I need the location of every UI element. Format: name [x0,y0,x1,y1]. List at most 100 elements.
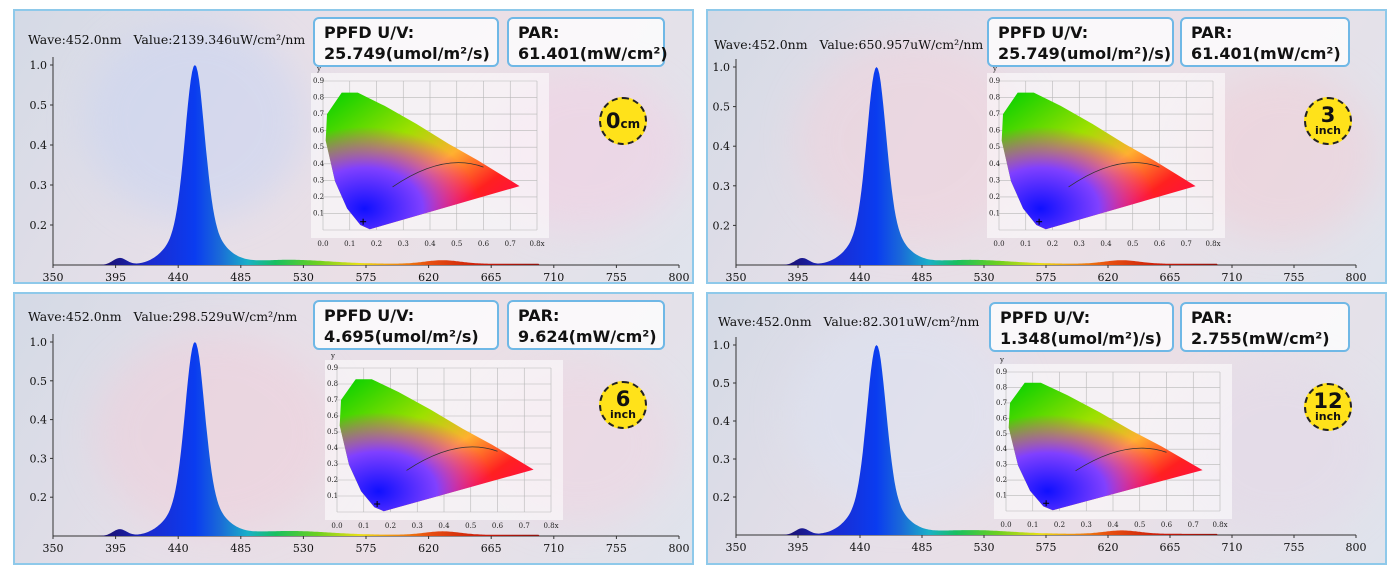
y-tick-label: 0.5 [30,99,48,112]
distance-number: 12 [1313,389,1343,413]
cie-x-tick-label: 0.4 [1100,240,1112,248]
cie-y-tick-label: 0.6 [313,127,325,135]
cie-y-tick-label: 0.5 [313,143,324,151]
spectrum-area [53,65,679,265]
y-tick-label: 0.2 [30,219,48,232]
cie-x-tick-label: 0.5 [1127,240,1138,248]
cie-x-tick-label: 0.4 [424,240,436,248]
cie-y-tick-label: 0.6 [327,412,339,420]
cie-x-tick-label: 0.8x [1212,521,1227,529]
cie-y-tick-label: 0.7 [989,110,1000,118]
cie-x-tick-label: 0.6 [492,522,504,530]
par-value: 61.401(mW/cm²) [518,44,668,63]
y-tick-label: 0.5 [30,375,48,388]
x-tick-label: 485 [230,542,251,555]
cie-y-tick-label: 0.6 [996,414,1008,422]
x-tick-label: 395 [788,271,809,284]
cie-x-tick-label: 0.5 [465,522,476,530]
planckian-locus [406,446,498,471]
distance-unit: inch [1315,124,1341,137]
spectrum-area [736,345,1356,535]
cie-x-tick-label: 0.8x [529,240,544,248]
y-tick-label: 0.3 [713,180,731,193]
x-tick-label: 530 [293,542,314,555]
cie-x-tick-label: 0.8x [543,522,558,530]
cie-diagram: 0.0 0.1 0.2 0.3 0.4 0.5 0.6 0.7 0.8x 0.9 0.8 0.7 0.6… [311,65,549,248]
distance-unit: cm [620,116,641,131]
cie-y-tick-label: 0.9 [989,77,1000,85]
x-tick-label: 710 [543,271,564,284]
x-tick-label: 620 [1098,271,1119,284]
cie-y-tick-label: 0.8 [313,94,324,102]
cie-x-tick-label: 0.5 [1134,521,1145,529]
distance-badge: 0 cm [599,97,647,145]
spectrum-area [736,67,1356,265]
cie-x-tick-label: 0.5 [451,240,462,248]
planckian-locus [392,162,484,188]
cie-y-tick-label: 0.9 [313,77,324,85]
y-tick-label: 0.2 [713,219,731,232]
y-tick-label: 1.0 [30,59,48,72]
x-tick-label: 350 [43,271,64,284]
cie-x-tick-label: 0.2 [1047,240,1058,248]
x-tick-label: 530 [974,541,995,554]
cie-x-tick-label: 0.2 [1054,521,1065,529]
cie-x-tick-label: 0.2 [385,522,396,530]
cie-x-tick-label: 0.7 [505,240,516,248]
cie-y-tick-label: 0.3 [989,176,1000,184]
cie-x-tick-label: 0.6 [1161,521,1173,529]
cie-x-tick-label: 0.3 [398,240,409,248]
distance-unit: inch [1315,410,1341,423]
spectrum-chart: 350 395 440 485 530 575 620 665 710 755 8001.00.50… [30,334,690,555]
x-tick-label: 755 [1284,541,1305,554]
x-tick-label: 485 [912,541,933,554]
cie-y-tick-label: 0.2 [989,193,1000,201]
x-tick-label: 440 [850,271,871,284]
x-tick-label: 530 [974,271,995,284]
cie-y-tick-label: 0.1 [996,492,1007,500]
x-tick-label: 350 [43,542,64,555]
y-tick-label: 1.0 [713,339,731,352]
cie-x-tick-label: 0.0 [993,240,1004,248]
cie-y-tick-label: 0.9 [327,364,338,372]
cie-y-tick-label: 0.2 [327,476,338,484]
cie-gamut-blue [339,379,534,512]
x-tick-label: 395 [788,541,809,554]
cie-diagram: 0.0 0.1 0.2 0.3 0.4 0.5 0.6 0.7 0.8x 0.9 0.8 0.7 0.6… [994,356,1232,529]
x-tick-label: 620 [418,542,439,555]
x-tick-label: 755 [606,271,627,284]
x-tick-label: 665 [1160,271,1181,284]
x-tick-label: 485 [230,271,251,284]
wave-value: Wave:452.0nm [718,314,812,329]
ppfd-value: 25.749(umol/m²)/s) [998,44,1172,63]
cie-x-tick-label: 0.3 [1081,521,1092,529]
x-tick-label: 800 [669,542,690,555]
ppfd-label: PPFD U/V: [1000,308,1091,327]
x-tick-label: 440 [168,542,189,555]
x-tick-label: 575 [1036,541,1057,554]
x-tick-label: 665 [481,542,502,555]
cie-y-tick-label: 0.4 [989,160,1001,168]
cie-y-tick-label: 0.4 [313,160,325,168]
cie-y-tick-label: 0.7 [996,399,1007,407]
cie-x-tick-label: 0.6 [1154,240,1166,248]
cie-y-tick-label: 0.1 [313,209,324,217]
cie-x-tick-label: 0.0 [331,522,342,530]
cie-y-tick-label: 0.5 [989,143,1000,151]
cie-y-tick-label: 0.1 [989,209,1000,217]
cie-y-tick-label: 0.6 [989,127,1001,135]
x-tick-label: 710 [543,542,564,555]
wave-readout: Wave:452.0nm Value:82.301uW/cm²/nm [718,314,979,329]
ppfd-label: PPFD U/V: [998,23,1089,42]
cie-diagram: 0.0 0.1 0.2 0.3 0.4 0.5 0.6 0.7 0.8x 0.9 0.8 0.7 0.6… [987,65,1225,248]
x-tick-label: 350 [726,271,747,284]
cie-y-tick-label: 0.5 [996,430,1007,438]
par-label: PAR: [1191,308,1233,327]
par-label: PAR: [518,306,560,325]
spectrum-panel: Wave:452.0nm Value:82.301uW/cm²/nm PPFD … [706,292,1387,565]
par-box: PAR: 9.624(mW/cm²) [507,300,665,350]
wave-readout: Wave:452.0nm Value:650.957uW/cm²/nm [714,37,983,52]
x-tick-label: 395 [105,542,126,555]
spectrum-area [53,342,679,536]
x-tick-label: 575 [356,542,377,555]
